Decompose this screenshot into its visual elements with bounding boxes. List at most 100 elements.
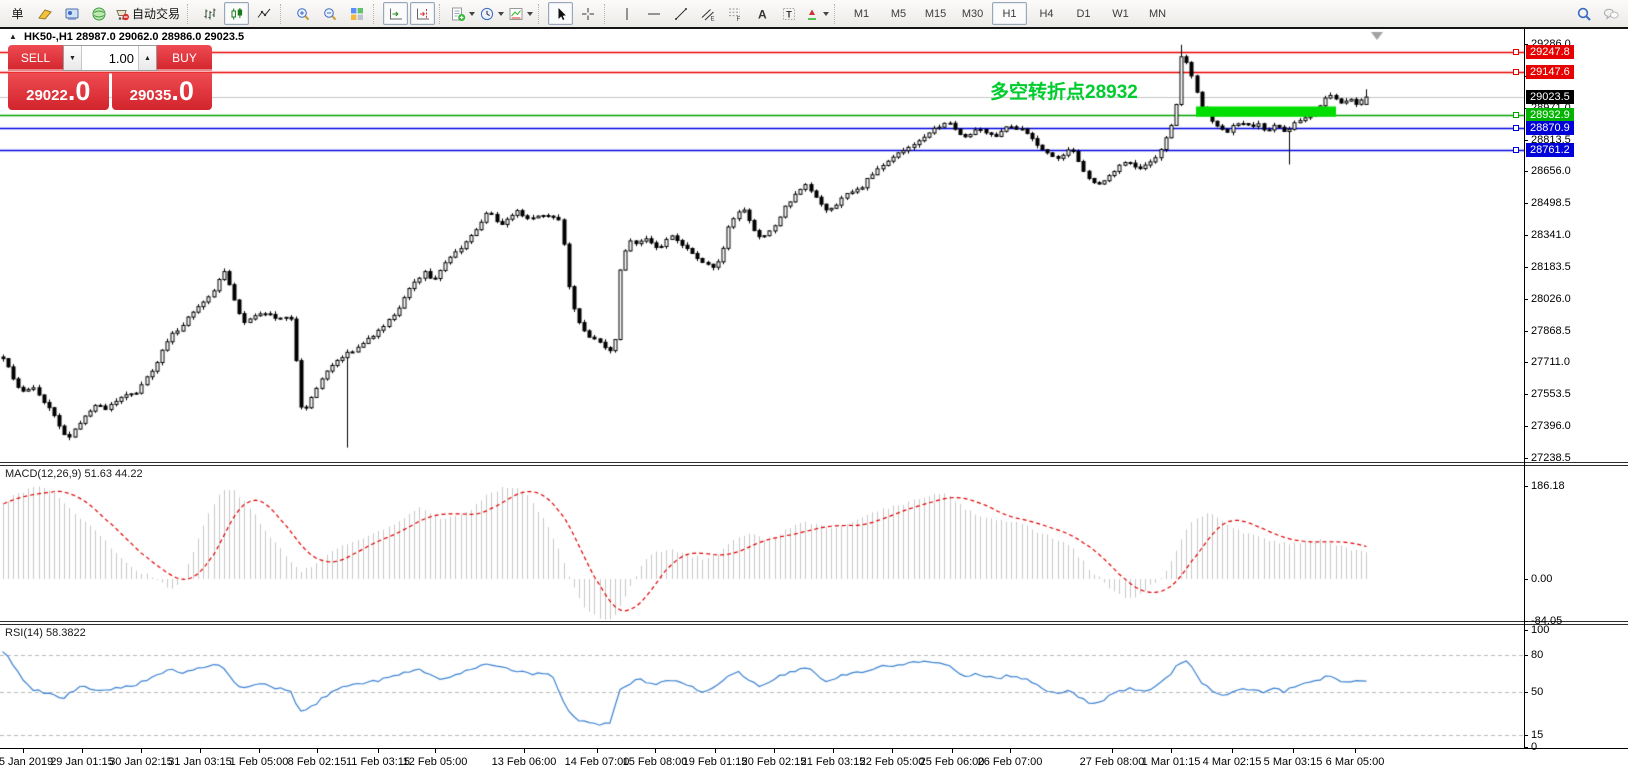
vertical-line-button[interactable] — [614, 2, 639, 25]
line-endpoint-marker[interactable] — [1513, 112, 1519, 118]
tile-windows-button[interactable] — [344, 2, 369, 25]
text-button[interactable]: A — [749, 2, 774, 25]
autotrading-button[interactable]: 自动交易 — [113, 2, 183, 25]
chart-shift-button[interactable] — [410, 2, 436, 25]
time-axis-label: 19 Feb 01:15 — [682, 756, 748, 768]
level-price-badge: 28761.2 — [1526, 143, 1574, 157]
timeframe-button-d1[interactable]: D1 — [1076, 7, 1091, 20]
zoom-in-button[interactable] — [290, 2, 315, 25]
auto-scroll-button[interactable] — [383, 2, 409, 25]
timeframe-button-m30[interactable]: M30 — [961, 7, 984, 20]
volume-increase-button[interactable]: ▲ — [138, 46, 156, 70]
volume-input[interactable] — [82, 46, 138, 70]
timeframe-button-h1[interactable]: H1 — [992, 2, 1028, 25]
time-axis-tick — [524, 749, 525, 753]
rsi-pane-canvas[interactable] — [0, 624, 1524, 748]
timeframe-button-h4[interactable]: H4 — [1039, 7, 1054, 20]
buy-price-display[interactable]: 29035 .0 — [111, 73, 212, 110]
timeframe-button-m5[interactable]: M5 — [890, 7, 907, 20]
axis-tick — [1524, 203, 1528, 204]
crosshair-icon — [581, 7, 594, 20]
market-watch-button[interactable] — [59, 2, 84, 25]
line-endpoint-marker[interactable] — [1513, 147, 1519, 153]
dropdown-caret-icon[interactable] — [498, 11, 505, 16]
time-axis-label: 14 Feb 07:00 — [564, 756, 630, 768]
price-tick-label: 28656.0 — [1531, 165, 1571, 177]
dropdown-caret-icon[interactable] — [823, 11, 830, 16]
line-endpoint-marker[interactable] — [1513, 49, 1519, 55]
zoomout-icon — [323, 7, 336, 20]
macd-pane-canvas[interactable] — [0, 465, 1524, 621]
price-tick-label: 28026.0 — [1531, 293, 1571, 305]
timeframe-button-m15[interactable]: M15 — [924, 7, 947, 20]
timeframe-button-w1[interactable]: W1 — [1112, 7, 1129, 20]
channel-button[interactable]: E — [695, 2, 720, 25]
time-axis-tick — [597, 749, 598, 753]
trend-icon — [674, 7, 687, 20]
zoom-out-button[interactable] — [317, 2, 342, 25]
time-axis-label: 15 Feb 08:00 — [622, 756, 688, 768]
label-button[interactable]: T — [776, 2, 801, 25]
candle-chart-button[interactable] — [224, 2, 250, 25]
sell-price-display[interactable]: 29022 .0 — [8, 73, 109, 110]
buy-button[interactable]: BUY — [157, 45, 212, 71]
template-icon — [509, 7, 523, 20]
axis-tick — [1524, 267, 1528, 268]
arrows-button[interactable] — [803, 2, 830, 25]
autoscroll-icon — [389, 8, 402, 19]
chart-ohlc-header: HK50-,H1 28987.0 29062.0 28986.0 29023.5 — [24, 31, 245, 43]
time-axis-label: 1 Feb 05:00 — [229, 756, 289, 768]
periods-button[interactable] — [478, 2, 505, 25]
fibonacci-button[interactable]: F — [722, 2, 747, 25]
time-axis-tick — [82, 749, 83, 753]
data-center-button[interactable] — [86, 2, 111, 25]
sell-button[interactable]: SELL — [8, 45, 63, 71]
line-endpoint-marker[interactable] — [1513, 69, 1519, 75]
one-click-collapse-icon[interactable]: ▲ — [9, 32, 17, 41]
search-button[interactable] — [1571, 2, 1596, 25]
time-axis-label: 31 Jan 03:15 — [168, 756, 232, 768]
line-chart-button[interactable] — [251, 2, 276, 25]
price-tick-label: 27868.5 — [1531, 325, 1571, 337]
crosshair-button[interactable] — [575, 2, 600, 25]
line-endpoint-marker[interactable] — [1513, 125, 1519, 131]
toolbar-group — [448, 0, 535, 27]
dropdown-caret-icon[interactable] — [469, 11, 476, 16]
macd-indicator-label: MACD(12,26,9) 51.63 44.22 — [5, 468, 143, 480]
axis-tick — [1524, 621, 1528, 622]
time-axis-label: 25 Feb 06:00 — [919, 756, 985, 768]
price-tick-label: 27553.5 — [1531, 388, 1571, 400]
axis-tick — [1524, 362, 1528, 363]
chart-window[interactable]: 29286.029128.528971.028813.528656.028498… — [0, 29, 1628, 775]
hline-icon — [647, 13, 660, 14]
macd-tick-label: 0.00 — [1531, 573, 1553, 585]
timeframe-button-m1[interactable]: M1 — [853, 7, 870, 20]
rsi-tick-label: 15 — [1531, 729, 1544, 741]
indicators-button[interactable] — [449, 2, 476, 25]
toolbar-separator — [834, 3, 839, 24]
bars-icon — [204, 8, 216, 19]
level-price-badge: 29147.6 — [1526, 65, 1574, 79]
chart-annotation-text: 多空转折点28932 — [990, 82, 1138, 103]
time-axis-tick — [952, 749, 953, 753]
timeframe-button-mn[interactable]: MN — [1148, 7, 1167, 20]
time-axis-tick — [200, 749, 201, 753]
bar-chart-button[interactable] — [197, 2, 222, 25]
axis-tick — [1524, 44, 1528, 45]
volume-decrease-button[interactable]: ▼ — [64, 46, 82, 70]
horizontal-line-button[interactable] — [641, 2, 666, 25]
chartshift-icon — [416, 8, 429, 19]
timeframe-toolbar: M1 M5 M15 M30 H1 H4 D1 W1 MN — [843, 0, 1176, 27]
cursor-button[interactable] — [548, 2, 574, 25]
chat-button[interactable] — [1598, 2, 1623, 25]
templates-button[interactable] — [507, 2, 534, 25]
tiles-icon — [350, 7, 363, 20]
buy-price-main: 29035 — [129, 87, 172, 104]
trendline-button[interactable] — [668, 2, 693, 25]
new-order-button[interactable]: 单 — [5, 2, 30, 25]
price-chart-canvas[interactable] — [0, 29, 1524, 462]
fibo-icon: F — [728, 8, 740, 22]
dropdown-caret-icon[interactable] — [527, 11, 534, 16]
axis-tick — [1524, 747, 1528, 748]
journal-icon-button[interactable] — [32, 2, 57, 25]
